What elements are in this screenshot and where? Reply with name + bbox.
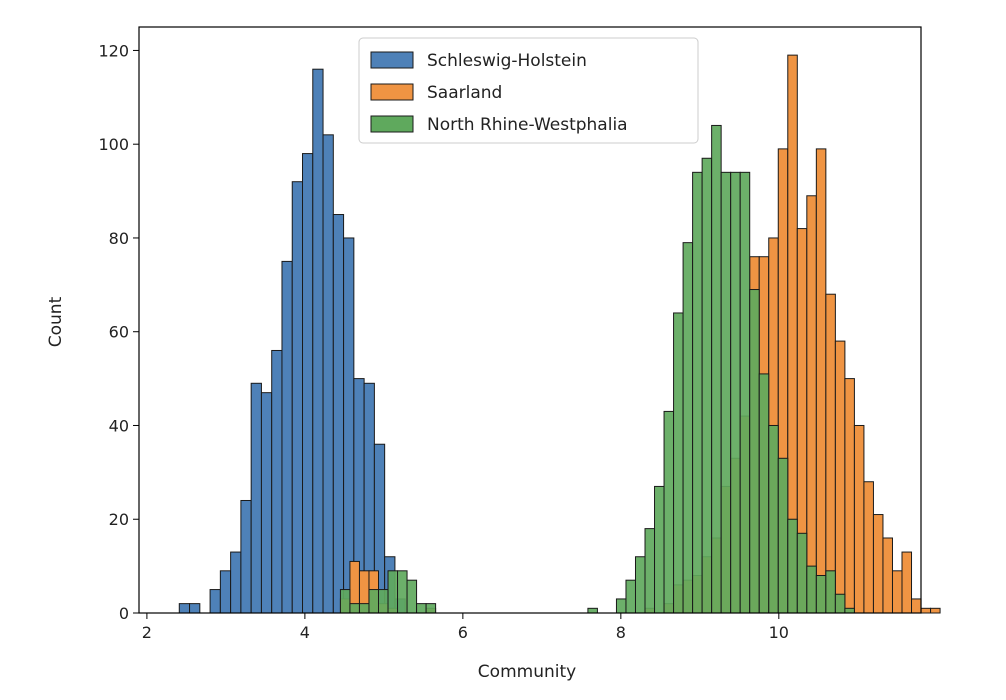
bar	[271, 349, 283, 614]
bar	[787, 518, 798, 614]
bar	[825, 293, 836, 614]
bar	[644, 528, 656, 614]
bar	[416, 603, 427, 614]
bar	[358, 603, 370, 614]
legend-box	[358, 37, 699, 144]
bar	[291, 181, 304, 614]
bar	[634, 556, 646, 614]
bar	[339, 589, 351, 614]
bar	[711, 124, 722, 614]
bar	[663, 410, 675, 614]
x-tick-label: 6	[458, 623, 468, 642]
bar	[368, 589, 379, 614]
bar	[302, 153, 314, 614]
bars-layer	[178, 54, 941, 614]
bar	[281, 260, 293, 614]
bar	[387, 570, 399, 614]
bar	[815, 148, 827, 614]
bar	[230, 551, 242, 614]
bar	[322, 134, 334, 614]
legend-label: Schleswig-Holstein	[427, 51, 587, 71]
bar	[625, 579, 636, 614]
bar	[692, 171, 703, 614]
y-tick-label: 80	[109, 229, 129, 248]
bar	[209, 589, 221, 614]
bar	[349, 603, 360, 614]
bar	[891, 570, 903, 614]
bar	[673, 312, 684, 614]
bar	[720, 171, 732, 614]
bar	[844, 607, 855, 614]
legend-swatch	[370, 115, 414, 133]
legend: Schleswig-Holstein Saarland North Rhine-We…	[358, 37, 699, 144]
bar	[189, 603, 201, 614]
bar	[178, 603, 191, 614]
bar	[250, 382, 262, 614]
x-tick-label: 2	[142, 623, 152, 642]
bar	[796, 532, 808, 614]
y-tick-label: 40	[109, 416, 129, 435]
y-tick-label: 60	[109, 323, 129, 342]
legend-label: North Rhine-Westphalia	[427, 115, 628, 135]
bar	[863, 481, 874, 614]
bar	[406, 579, 418, 614]
y-tick-label: 0	[119, 604, 129, 623]
bar	[853, 424, 865, 614]
legend-label: Saarland	[427, 83, 502, 103]
x-tick-label: 10	[769, 623, 789, 642]
legend-swatch	[370, 51, 414, 69]
bar	[758, 373, 770, 614]
bar	[377, 589, 389, 614]
bar	[425, 603, 437, 614]
legend-swatch	[370, 83, 414, 101]
bar	[701, 157, 713, 614]
bar	[240, 499, 252, 614]
bar	[587, 607, 598, 614]
bar	[777, 457, 789, 614]
bar	[654, 485, 665, 614]
bar	[749, 289, 760, 614]
bar	[739, 171, 751, 614]
bar	[332, 214, 345, 614]
y-axis-label: Count	[46, 296, 66, 347]
bar	[397, 570, 408, 614]
bar	[806, 195, 817, 614]
y-tick-label: 120	[98, 41, 129, 60]
bar	[806, 565, 817, 614]
series-0	[178, 68, 406, 614]
bar	[825, 570, 836, 614]
x-tick-label: 4	[300, 623, 310, 642]
bar	[834, 593, 846, 614]
x-axis-label: Community	[478, 662, 576, 682]
y-tick-label: 100	[98, 135, 129, 154]
plot-frame	[138, 26, 922, 614]
bar	[219, 570, 232, 614]
bar	[768, 424, 779, 614]
bar	[901, 551, 913, 614]
x-tick-label: 8	[616, 623, 626, 642]
bar	[872, 514, 884, 614]
bar	[615, 598, 627, 614]
bar	[815, 574, 827, 614]
bar	[920, 607, 932, 614]
bar	[834, 340, 846, 614]
bar	[882, 537, 893, 614]
bar	[911, 598, 922, 614]
bar	[343, 237, 355, 614]
bar	[844, 378, 855, 614]
bar	[730, 171, 741, 614]
bar	[260, 392, 273, 614]
y-tick-label: 20	[109, 510, 129, 529]
bar	[682, 242, 694, 614]
bar	[930, 607, 941, 614]
bar	[312, 68, 324, 614]
